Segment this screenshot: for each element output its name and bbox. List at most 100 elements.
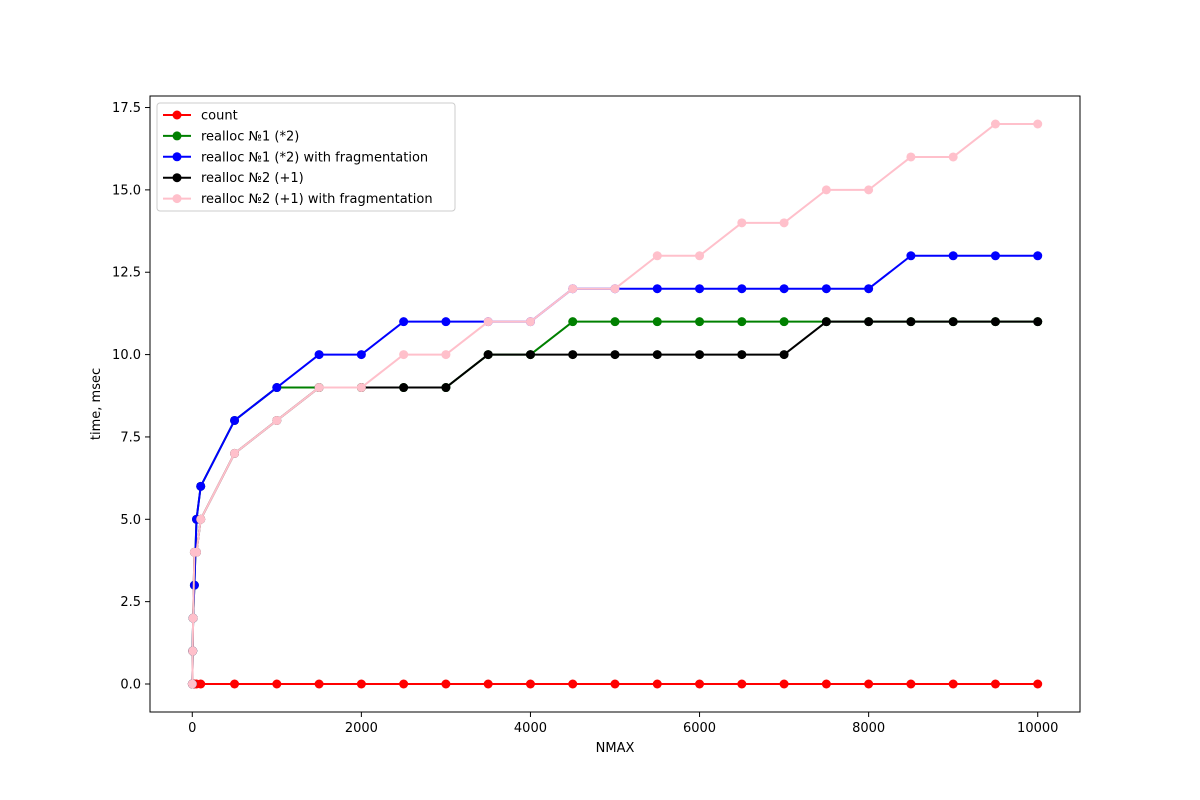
data-point	[737, 317, 747, 327]
data-point	[196, 514, 206, 524]
data-point	[1033, 119, 1043, 129]
data-point	[948, 152, 958, 162]
x-tick-label: 8000	[852, 721, 885, 736]
y-tick-label: 0.0	[120, 678, 141, 693]
data-point	[821, 317, 831, 327]
series-2	[187, 251, 1043, 689]
y-tick-label: 2.5	[120, 595, 141, 610]
data-point	[230, 448, 240, 458]
x-tick-label: 2000	[345, 721, 378, 736]
legend-entry: realloc №2 (+1)	[163, 171, 304, 186]
data-point	[864, 679, 874, 689]
plot-frame	[149, 95, 1081, 713]
data-point	[948, 317, 958, 327]
data-point	[990, 251, 1000, 261]
legend-label: count	[201, 109, 238, 124]
data-point	[652, 317, 662, 327]
data-point	[821, 679, 831, 689]
data-point	[610, 679, 620, 689]
series-line	[191, 320, 1038, 685]
data-point	[864, 284, 874, 294]
data-point	[314, 350, 324, 360]
series-line	[191, 320, 1038, 685]
y-tick-label: 17.5	[112, 101, 141, 116]
data-point	[399, 679, 409, 689]
y-tick-label: 10.0	[112, 348, 141, 363]
data-point	[906, 251, 916, 261]
data-point	[356, 679, 366, 689]
x-tick-label: 4000	[514, 721, 547, 736]
data-point	[737, 218, 747, 228]
data-point	[399, 317, 409, 327]
data-point	[610, 350, 620, 360]
data-point	[695, 251, 705, 261]
data-point	[652, 679, 662, 689]
data-point	[864, 185, 874, 195]
legend-label: realloc №2 (+1) with fragmentation	[201, 192, 433, 207]
data-point	[483, 317, 493, 327]
legend-marker	[172, 194, 182, 204]
data-point	[821, 185, 831, 195]
data-point	[525, 317, 535, 327]
data-point	[990, 679, 1000, 689]
legend-entry: count	[163, 109, 238, 124]
data-point	[610, 317, 620, 327]
data-point	[737, 679, 747, 689]
legend-marker	[172, 173, 182, 183]
data-point	[652, 350, 662, 360]
x-tick-label: 0	[188, 721, 196, 736]
series-line	[191, 123, 1038, 685]
series-4	[187, 119, 1043, 689]
plot-area	[187, 119, 1043, 689]
series-0	[187, 679, 1043, 689]
data-point	[188, 613, 198, 623]
data-point	[990, 119, 1000, 129]
data-point	[864, 317, 874, 327]
series-3	[187, 317, 1043, 689]
legend-entry: realloc №1 (*2)	[163, 129, 299, 144]
data-point	[695, 317, 705, 327]
data-point	[314, 679, 324, 689]
data-point	[230, 415, 240, 425]
data-point	[196, 679, 206, 689]
data-point	[483, 679, 493, 689]
legend-marker	[172, 152, 182, 162]
legend-label: realloc №1 (*2) with fragmentation	[201, 150, 428, 165]
data-point	[192, 547, 201, 557]
legend-label: realloc №1 (*2)	[201, 129, 299, 144]
x-tick-label: 6000	[683, 721, 716, 736]
data-point	[483, 350, 493, 360]
data-point	[1033, 317, 1043, 327]
data-point	[652, 251, 662, 261]
legend-label: realloc №2 (+1)	[201, 171, 304, 186]
data-point	[906, 679, 916, 689]
data-point	[356, 350, 366, 360]
data-point	[948, 679, 958, 689]
data-point	[906, 152, 916, 162]
data-point	[610, 284, 620, 294]
data-point	[272, 383, 282, 393]
data-point	[441, 383, 451, 393]
legend-marker	[172, 110, 182, 120]
data-point	[1033, 251, 1043, 261]
y-tick-label: 15.0	[112, 183, 141, 198]
data-point	[441, 350, 451, 360]
data-point	[737, 350, 747, 360]
legend-marker	[172, 131, 182, 141]
data-point	[990, 317, 1000, 327]
data-point	[779, 350, 789, 360]
data-point	[779, 317, 789, 327]
y-tick-label: 5.0	[120, 513, 141, 528]
data-point	[568, 679, 578, 689]
data-point	[272, 415, 282, 425]
data-point	[187, 679, 197, 689]
data-point	[948, 251, 958, 261]
data-point	[196, 481, 206, 491]
data-point	[568, 317, 578, 327]
data-point	[568, 350, 578, 360]
data-point	[230, 679, 240, 689]
data-point	[314, 383, 324, 393]
data-point	[441, 317, 451, 327]
data-point	[441, 679, 451, 689]
